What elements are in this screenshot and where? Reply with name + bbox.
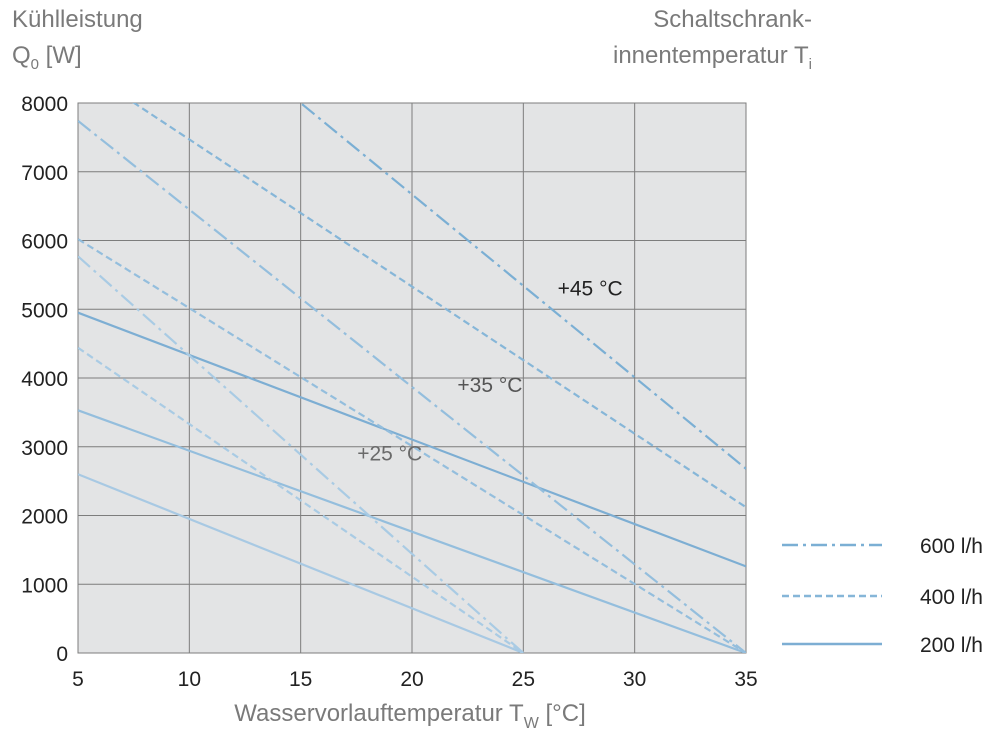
- y-tick-label: 0: [56, 643, 68, 666]
- ti-title-line1: Schaltschrank-: [653, 6, 812, 33]
- ti-title-sub: i: [808, 56, 812, 73]
- y-tick-label: 8000: [21, 93, 68, 116]
- y-tick-label: 7000: [21, 162, 68, 185]
- series-line: [78, 346, 524, 653]
- x-axis-title: Wasservorlauftemperatur TW [°C]: [0, 700, 820, 732]
- x-tick-label: 10: [178, 668, 201, 691]
- y-tick-label: 2000: [21, 506, 68, 529]
- ti-annotation-label: +25 °C: [357, 443, 422, 466]
- series-line: [78, 473, 524, 653]
- legend-label: 200 l/h: [920, 634, 983, 657]
- ti-title-main: innentemperatur T: [612, 42, 809, 69]
- y-tick-label: 5000: [21, 299, 68, 322]
- tick-labels: 5 10 15 20 25 30 35 0 1000 2000 3000 4000 5000 6000 70…: [21, 93, 757, 691]
- y-axis-title: Kühlleistung Q0 [W]: [12, 2, 143, 77]
- series-line: [78, 255, 525, 653]
- legend: 600 l/h 400 l/h 200 l/h: [782, 535, 983, 657]
- y-tick-label: 3000: [21, 437, 68, 460]
- y-axis-symbol-sub: 0: [30, 56, 40, 73]
- ti-title-line2: innentemperatur Ti: [613, 38, 812, 77]
- x-tick-label: 30: [623, 668, 646, 691]
- x-axis-title-main: Wasservorlauftemperatur T: [234, 700, 524, 727]
- y-axis-unit: [W]: [39, 42, 82, 69]
- legend-label: 600 l/h: [920, 535, 983, 558]
- ti-annotation-label: +45 °C: [558, 278, 623, 301]
- ti-annotation-label: +35 °C: [457, 374, 522, 397]
- series-line: [78, 120, 746, 653]
- x-tick-label: 5: [72, 668, 84, 691]
- grid: [77, 102, 747, 654]
- y-tick-label: 4000: [21, 368, 68, 391]
- x-tick-label: 25: [512, 668, 535, 691]
- plot-frame: [77, 102, 747, 654]
- series-line: [78, 238, 746, 653]
- x-tick-label: 15: [289, 668, 312, 691]
- x-axis-title-sub: W: [523, 715, 539, 732]
- x-axis-title-unit: [°C]: [538, 700, 586, 727]
- ti-title: Schaltschrank- innentemperatur Ti: [613, 2, 812, 77]
- y-axis-symbol: Q: [12, 42, 31, 69]
- series-group: [78, 103, 746, 653]
- annotations: +45 °C +35 °C +25 °C: [357, 278, 622, 466]
- x-tick-label: 20: [400, 668, 423, 691]
- y-axis-title-line2: Q0 [W]: [12, 38, 143, 77]
- y-tick-label: 6000: [21, 231, 68, 254]
- series-line: [78, 409, 746, 653]
- y-tick-label: 1000: [21, 574, 68, 597]
- legend-label: 400 l/h: [920, 586, 983, 609]
- y-axis-title-line1: Kühlleistung: [12, 6, 143, 33]
- x-tick-label: 35: [734, 668, 757, 691]
- series-line: [132, 103, 746, 509]
